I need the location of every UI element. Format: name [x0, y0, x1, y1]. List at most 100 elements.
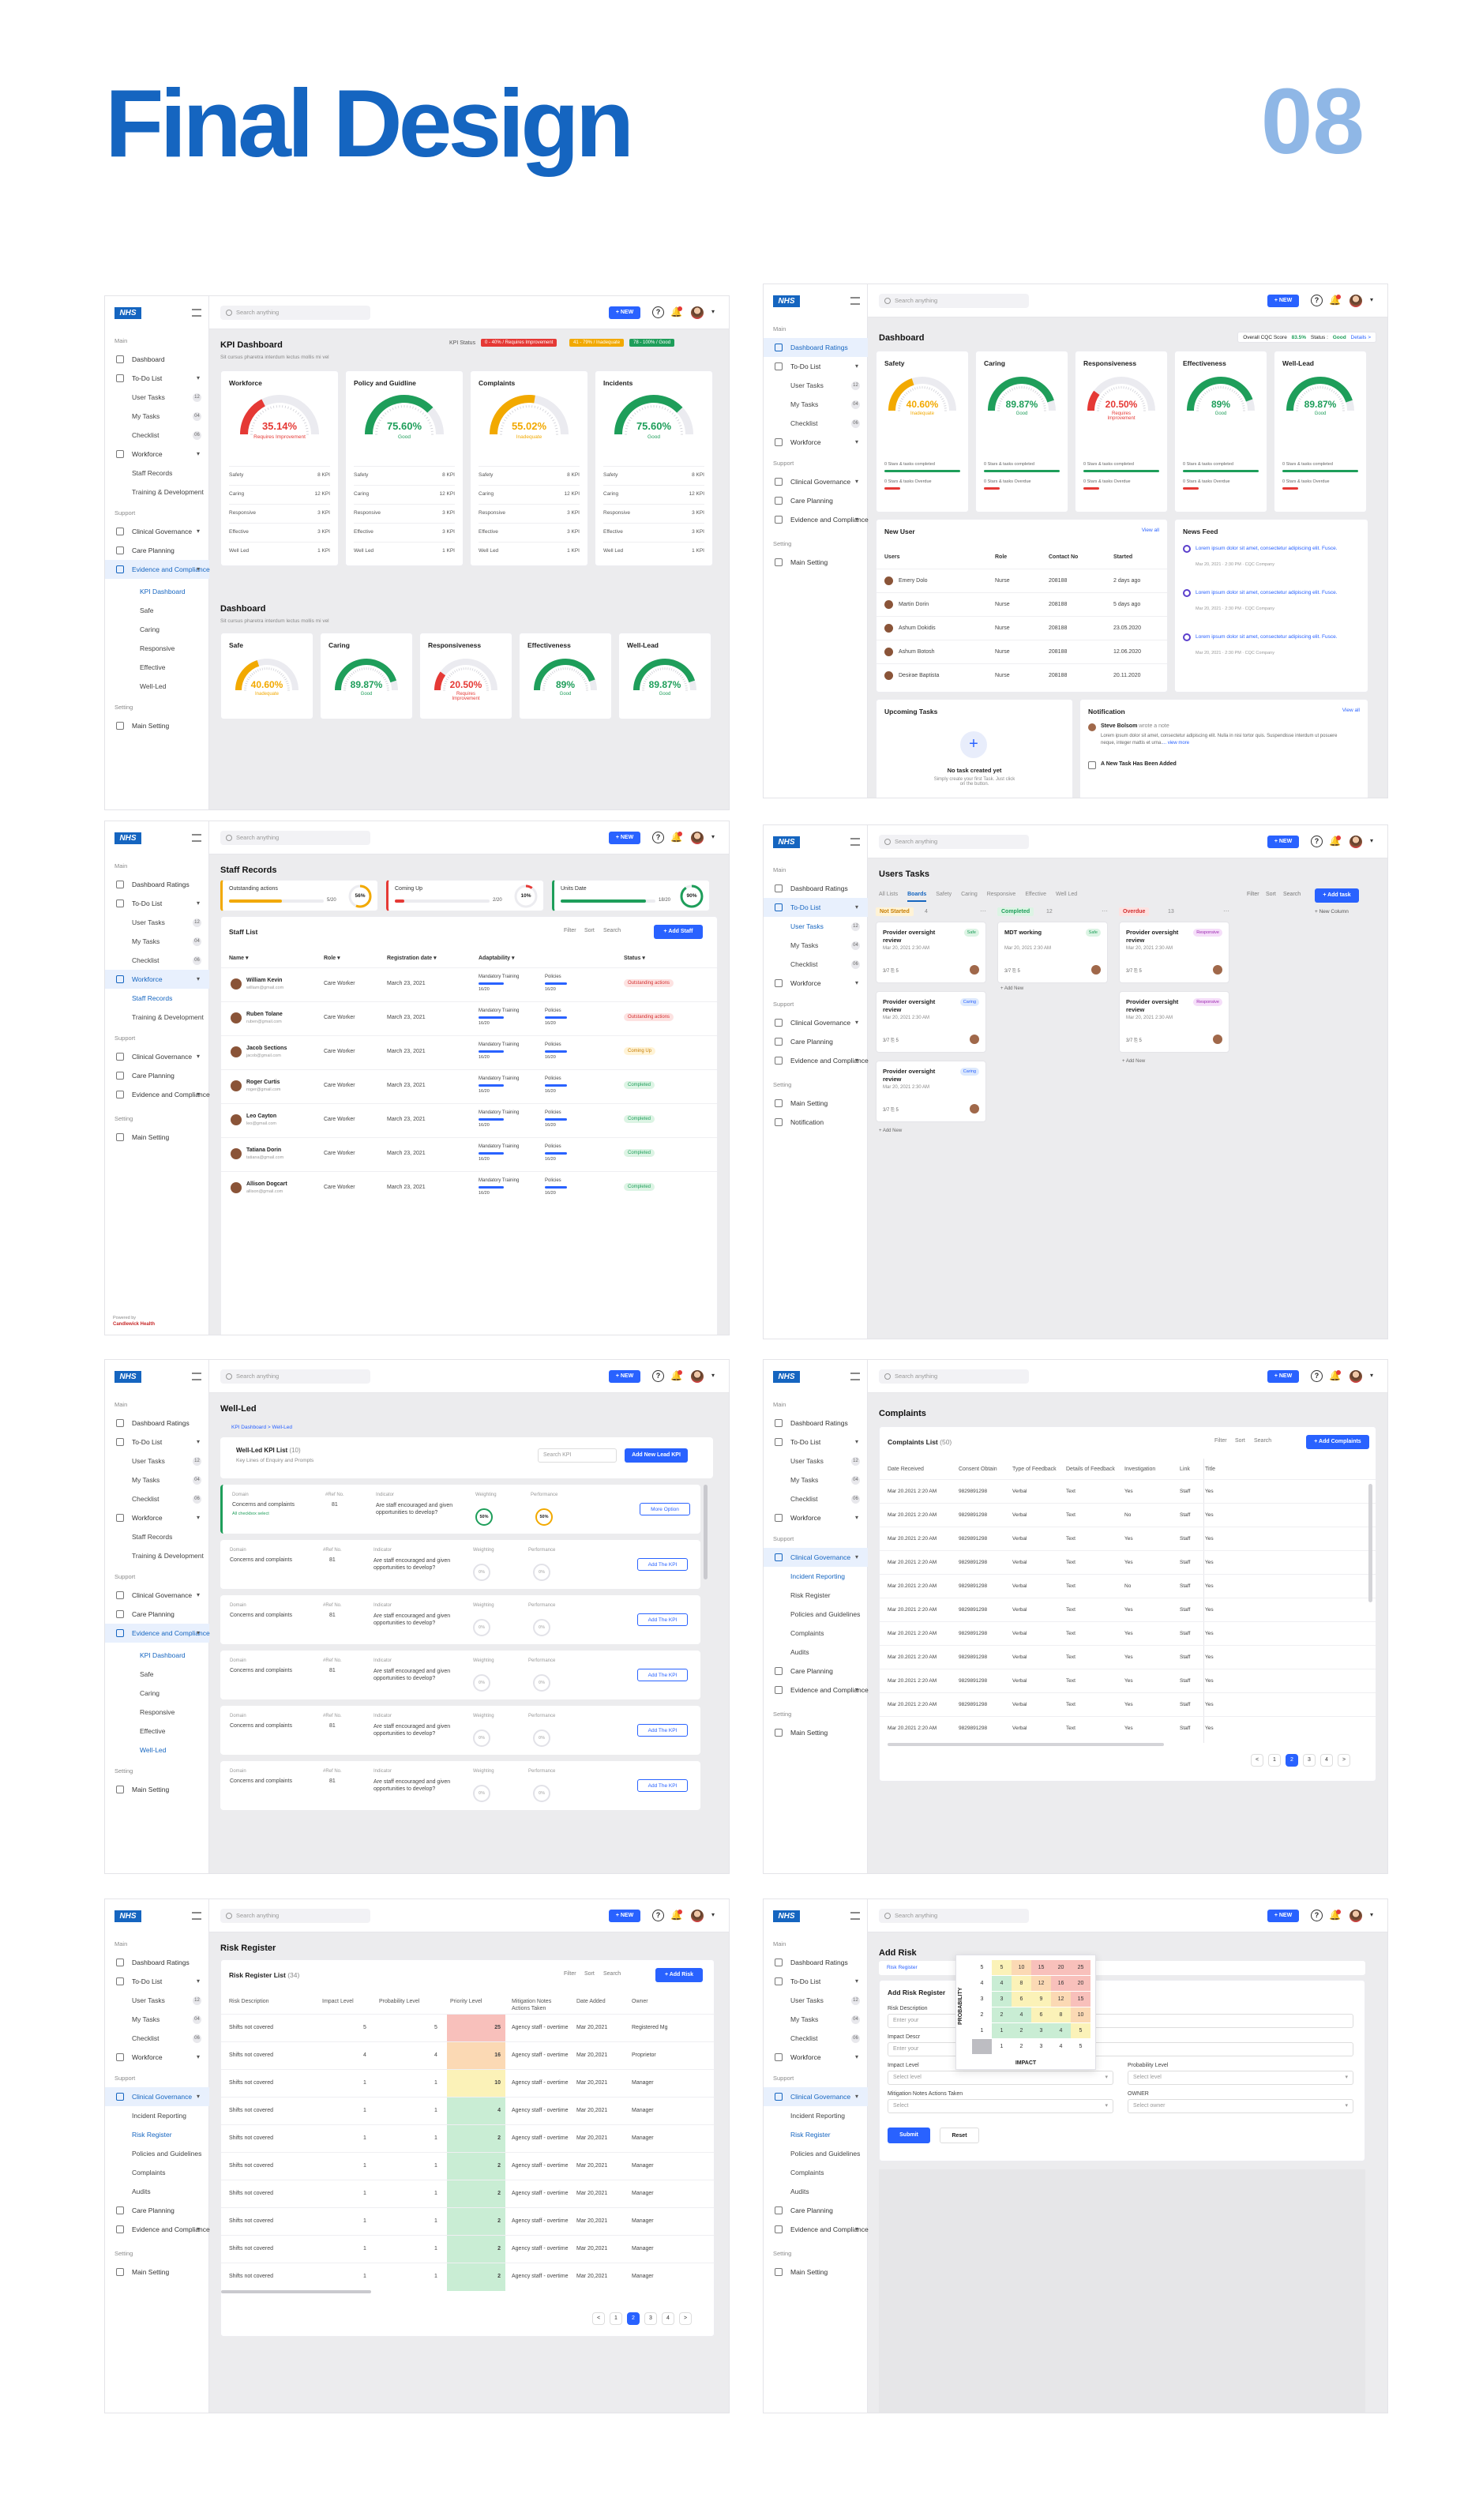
- sidebar-item-caring[interactable]: Caring: [105, 620, 209, 639]
- sidebar-item-complaints[interactable]: Complaints: [764, 2163, 868, 2182]
- sidebar-item-clinical[interactable]: Clinical Governance ▾: [764, 1548, 868, 1567]
- chevron-down-icon[interactable]: ▾: [711, 1372, 715, 1379]
- staff-col-header[interactable]: Role ▾: [324, 955, 340, 961]
- users-col-header[interactable]: Contact No: [1049, 554, 1079, 560]
- table-row[interactable]: Ruben Tolane ruben@gmail.com Care Worker…: [221, 1001, 717, 1035]
- breadcrumb[interactable]: KPI Dashboard > Well-Led: [231, 1425, 293, 1430]
- new-button[interactable]: + NEW: [1267, 1910, 1299, 1922]
- users-col-header[interactable]: Users: [884, 554, 900, 560]
- new-button[interactable]: + NEW: [609, 1910, 640, 1922]
- matrix-cell[interactable]: 12: [1051, 1992, 1071, 2007]
- new-button[interactable]: + NEW: [1267, 295, 1299, 307]
- table-row[interactable]: Mar 20.2021 2:20 AM 9829891298 Verbal Text N…: [880, 1574, 1376, 1598]
- news-item[interactable]: Lorem ipsum dolor sit amet, consectetur …: [1196, 546, 1338, 551]
- chevron-down-icon[interactable]: ▾: [711, 1911, 715, 1918]
- matrix-cell[interactable]: 15: [1031, 1960, 1051, 1975]
- table-row[interactable]: Ashum Botosh Nurse 208188 12.06.2020: [877, 640, 1167, 663]
- impact-level-select[interactable]: Select level ▾: [888, 2071, 1113, 2085]
- sidebar-item-workforce[interactable]: Workforce ▾: [105, 445, 209, 464]
- sidebar-item-clinical[interactable]: Clinical Governance ▾: [764, 472, 868, 491]
- complaints-col-header[interactable]: Investigation: [1124, 1467, 1156, 1472]
- sidebar-item-evidence[interactable]: Evidence and Compliance ▾: [105, 1085, 210, 1104]
- new-button[interactable]: + NEW: [609, 832, 640, 844]
- sidebar-item-responsive[interactable]: Responsive: [105, 1703, 209, 1722]
- add-new-task-link[interactable]: + Add New: [879, 1129, 903, 1133]
- page-button[interactable]: 3: [1303, 1754, 1316, 1767]
- tab-2[interactable]: Safety: [936, 892, 952, 897]
- table-row[interactable]: Allison Dogcart allison@gmail.com Care W…: [221, 1171, 717, 1205]
- avatar[interactable]: [1349, 295, 1362, 307]
- page-button[interactable]: <: [1251, 1754, 1263, 1767]
- risk-col-header[interactable]: Date Added: [576, 1999, 606, 2004]
- sidebar-item-dashboard[interactable]: Dashboard Ratings: [764, 1414, 868, 1433]
- matrix-cell[interactable]: 10: [1071, 2007, 1090, 2022]
- kpi-card[interactable]: Complaints 55.02% Inadequate Safety 8 KPI C…: [470, 370, 588, 566]
- sidebar-item-clinical[interactable]: Clinical Governance ▾: [105, 522, 209, 541]
- sidebar-item-main-setting[interactable]: Main Setting: [105, 1128, 209, 1147]
- board-column-header[interactable]: Not Started: [876, 907, 914, 916]
- kpi-row[interactable]: Domain Concerns and complaints #Ref No. …: [220, 1595, 700, 1644]
- table-row[interactable]: Leo Cayton leo@gmail.com Care Worker Mar…: [221, 1103, 717, 1137]
- bell-icon[interactable]: 🔔: [1329, 295, 1341, 306]
- details-link[interactable]: Details >: [1350, 335, 1371, 340]
- staff-col-header[interactable]: Adaptability ▾: [479, 955, 515, 961]
- users-col-header[interactable]: Role: [995, 554, 1008, 560]
- sidebar-item-user-tasks[interactable]: User Tasks 12: [105, 913, 209, 932]
- collapse-menu-icon[interactable]: [192, 1912, 201, 1920]
- mini-gauge-card[interactable]: Responsiveness 20.50% Requires Improveme…: [419, 633, 512, 719]
- table-row[interactable]: Tatiana Dorin tatiana@gmail.com Care Wor…: [221, 1137, 717, 1171]
- bell-icon[interactable]: 🔔: [1329, 1370, 1341, 1381]
- search-input[interactable]: Search anything: [879, 1369, 1029, 1384]
- sidebar-item-complaints[interactable]: Complaints: [764, 1624, 868, 1643]
- sidebar-item-evidence[interactable]: Evidence and Compliance ▾: [105, 1624, 210, 1643]
- probability-level-select[interactable]: Select level ▾: [1128, 2071, 1353, 2085]
- sidebar-item-checklist[interactable]: Checklist 06: [764, 1489, 868, 1508]
- sidebar-item-dashboard-ratings[interactable]: Dashboard Ratings: [764, 338, 868, 357]
- view-all-link[interactable]: View all: [1141, 528, 1159, 533]
- collapse-menu-icon[interactable]: [192, 1373, 201, 1380]
- tab-1[interactable]: Boards: [907, 892, 927, 902]
- sidebar-item-todo[interactable]: To-Do List ▾: [105, 894, 209, 913]
- add-the-kpi-button[interactable]: Add The KPI: [637, 1613, 688, 1626]
- avatar[interactable]: [691, 1370, 704, 1383]
- table-row[interactable]: Mar 20.2021 2:20 AM 9829891298 Verbal Text Y…: [880, 1669, 1376, 1692]
- sidebar-item-incident[interactable]: Incident Reporting: [105, 2106, 209, 2125]
- notif-view-all[interactable]: View all: [1342, 708, 1360, 713]
- search-button[interactable]: Search: [1283, 892, 1301, 897]
- sidebar-item-complaints[interactable]: Complaints: [105, 2163, 209, 2182]
- table-row[interactable]: Mar 20.2021 2:20 AM 9829891298 Verbal Text Y…: [880, 1645, 1376, 1669]
- table-row[interactable]: Mar 20.2021 2:20 AM 9829891298 Verbal Text Y…: [880, 1692, 1376, 1716]
- matrix-cell[interactable]: 4: [992, 1976, 1012, 1991]
- sidebar-item-user-tasks[interactable]: User Tasks 12: [105, 388, 209, 407]
- add-the-kpi-button[interactable]: Add The KPI: [637, 1558, 688, 1571]
- sidebar-item-checklist[interactable]: Checklist 06: [105, 2029, 209, 2048]
- risk-col-header[interactable]: Mitigation Notes Actions Taken: [512, 1999, 552, 2011]
- submit-button[interactable]: Submit: [888, 2128, 930, 2143]
- sort-button[interactable]: Sort: [1266, 892, 1276, 897]
- search-button[interactable]: Search: [1254, 1438, 1272, 1444]
- tab-5[interactable]: Effective: [1025, 892, 1047, 897]
- avatar[interactable]: [691, 832, 704, 844]
- sidebar-item-main-setting[interactable]: Main Setting: [764, 2263, 868, 2282]
- sidebar-item-user-tasks[interactable]: User Tasks 12: [764, 917, 868, 936]
- more-icon[interactable]: ⋯: [980, 907, 986, 914]
- complaints-col-header[interactable]: Title: [1205, 1467, 1215, 1472]
- collapse-menu-icon[interactable]: [850, 838, 860, 846]
- bell-icon[interactable]: 🔔: [670, 1910, 682, 1921]
- complaints-col-header[interactable]: Link: [1180, 1467, 1190, 1472]
- more-icon[interactable]: ⋯: [1102, 907, 1108, 914]
- tab-3[interactable]: Caring: [961, 892, 978, 897]
- search-input[interactable]: Search anything: [879, 835, 1029, 849]
- chevron-down-icon[interactable]: ▾: [1369, 1372, 1373, 1379]
- board-column-header[interactable]: Completed: [997, 907, 1034, 916]
- tab-6[interactable]: Well Led: [1056, 892, 1078, 897]
- sidebar-item-main-setting[interactable]: Main Setting: [105, 2263, 209, 2282]
- new-button[interactable]: + NEW: [1267, 836, 1299, 848]
- users-col-header[interactable]: Started: [1113, 554, 1133, 560]
- complaints-col-header[interactable]: Consent Obtain: [959, 1467, 997, 1472]
- mini-gauge-card[interactable]: Caring 89.87% Good: [320, 633, 413, 719]
- kpi-row[interactable]: Domain Concerns and complaints #Ref No. …: [220, 1540, 700, 1589]
- bell-icon[interactable]: 🔔: [670, 306, 682, 317]
- sidebar-item-main-setting[interactable]: Main Setting: [105, 716, 209, 735]
- sidebar-item-dashboard[interactable]: Dashboard Ratings: [105, 1953, 209, 1972]
